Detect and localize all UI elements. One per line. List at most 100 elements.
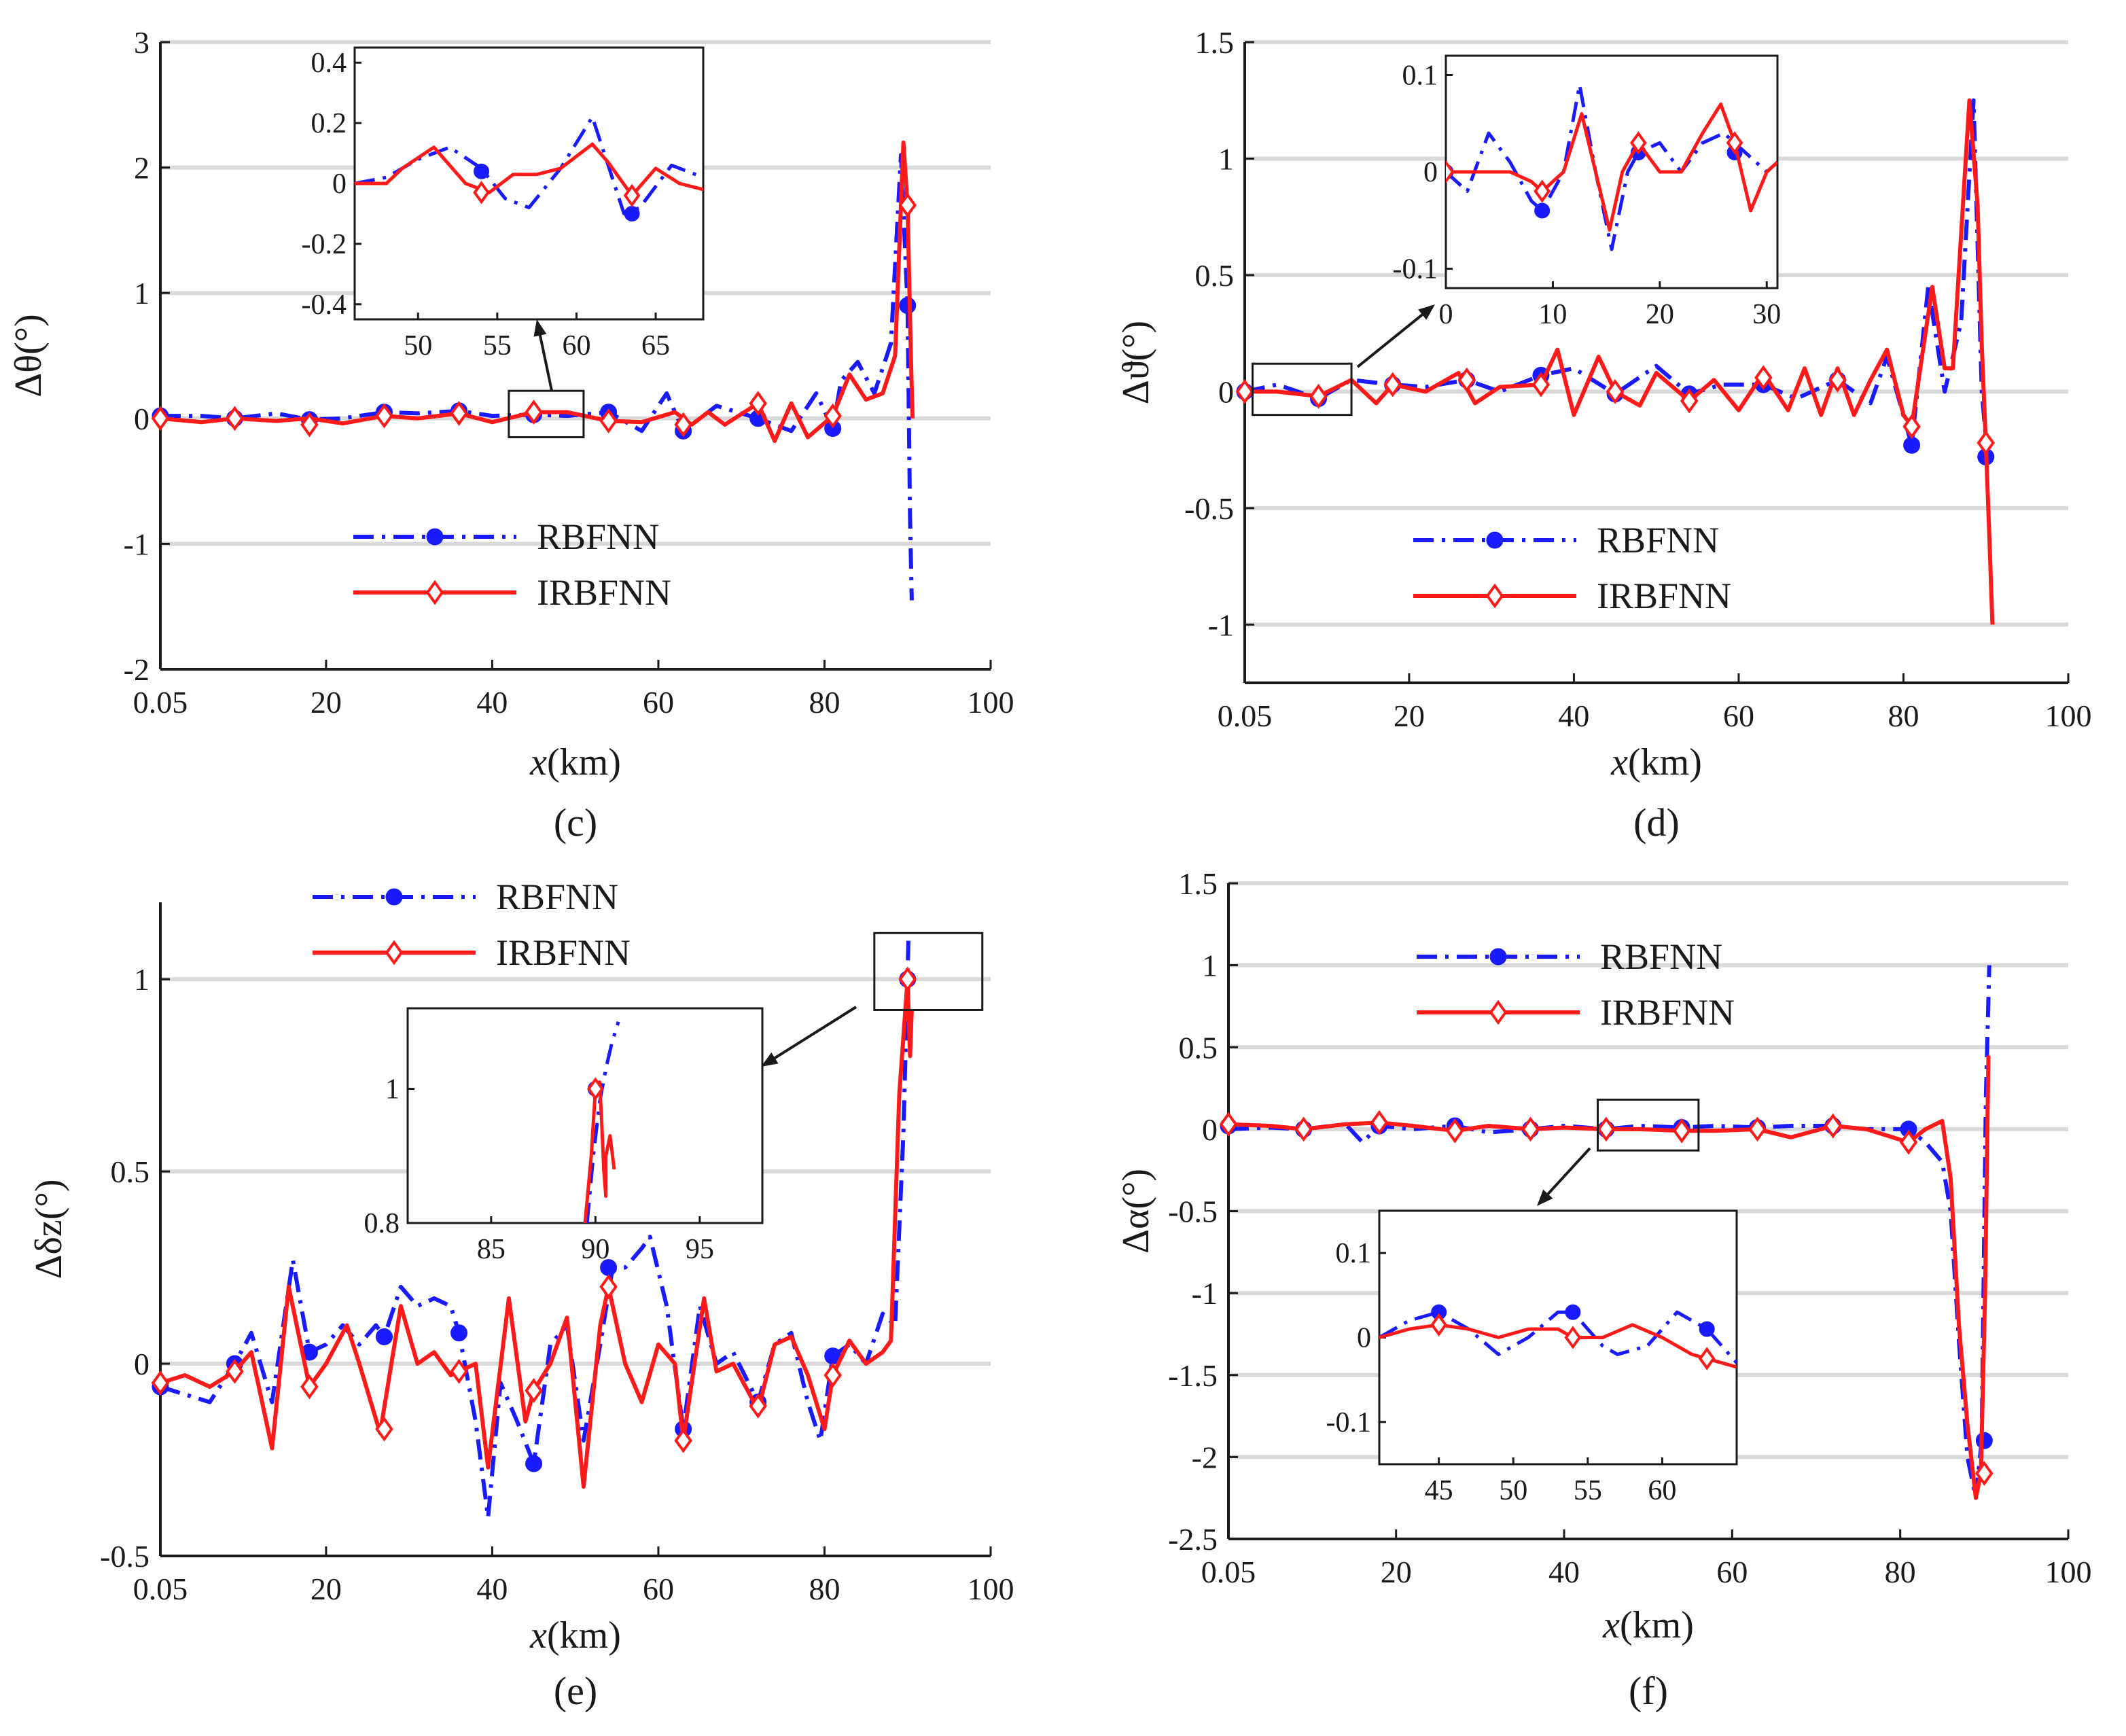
inset-data-marker bbox=[1629, 131, 1647, 155]
inset-x-tick-label: 85 bbox=[477, 1234, 506, 1265]
data-marker bbox=[1672, 1118, 1691, 1144]
inset-x-tick-label: 95 bbox=[686, 1234, 714, 1265]
x-tick-label: 40 bbox=[1548, 1555, 1580, 1589]
inset-x-tick-label: 0 bbox=[1439, 299, 1453, 330]
inset-series bbox=[1446, 83, 1777, 251]
inset-y-tick-label: 0.4 bbox=[311, 48, 347, 79]
x-tick-label: 100 bbox=[2045, 698, 2092, 733]
inset-y-tick-label: 0 bbox=[332, 169, 347, 200]
inset-x-tick-label: 20 bbox=[1646, 299, 1674, 330]
inset-data-marker bbox=[1430, 1313, 1448, 1337]
inset-frame bbox=[1378, 1209, 1738, 1466]
inset-x-tick-label: 55 bbox=[1574, 1475, 1602, 1506]
y-tick-label: -0.5 bbox=[1168, 1194, 1218, 1229]
panel-label: (f) bbox=[1629, 1669, 1668, 1713]
y-tick-label: 0 bbox=[134, 1347, 149, 1381]
data-marker bbox=[1597, 1116, 1616, 1142]
legend-label: IRBFNN bbox=[496, 932, 631, 973]
series-line bbox=[160, 940, 910, 1520]
legend-label: IRBFNN bbox=[537, 572, 671, 613]
data-marker bbox=[599, 408, 618, 433]
data-marker bbox=[1235, 378, 1254, 404]
y-axis-label: Δϑ(°) bbox=[1115, 321, 1157, 404]
inset-series bbox=[1379, 1304, 1737, 1370]
data-marker bbox=[375, 403, 393, 429]
legend-label: RBFNN bbox=[1597, 520, 1719, 561]
y-tick-label: -1 bbox=[1192, 1276, 1218, 1311]
arrow-shaft bbox=[1356, 312, 1425, 368]
arrow-head bbox=[761, 1052, 779, 1067]
arrow-shaft bbox=[538, 332, 553, 391]
zoom-box bbox=[1596, 1098, 1700, 1152]
y-tick-label: 1.5 bbox=[1179, 866, 1218, 901]
x-axis-label: x(km) bbox=[1610, 741, 1702, 783]
series-line bbox=[1228, 1055, 1991, 1500]
data-marker bbox=[1219, 1112, 1238, 1137]
data-marker bbox=[749, 1393, 767, 1419]
y-tick-label: 0.5 bbox=[1195, 258, 1235, 293]
data-marker bbox=[1294, 1116, 1313, 1142]
inset-series-line bbox=[1379, 1310, 1737, 1364]
inset-data-marker bbox=[623, 183, 641, 207]
inset-zoom: 50 55 60 65 -0.4 -0.2 0 0.2 0.4 bbox=[302, 46, 705, 361]
inset-zoom: 0 10 20 30-0.100.1 bbox=[1393, 54, 1781, 330]
inset-series bbox=[355, 115, 703, 222]
y-tick-label: -2.5 bbox=[1168, 1522, 1218, 1557]
data-marker bbox=[674, 1428, 692, 1453]
x-tick-label: 80 bbox=[809, 685, 840, 720]
x-tick-label: 20 bbox=[311, 1572, 342, 1606]
x-tick-label: 40 bbox=[1558, 698, 1589, 733]
arrow-head bbox=[533, 319, 547, 337]
inset-x-tick-label: 65 bbox=[641, 330, 670, 361]
legend-label: IRBFNN bbox=[1597, 575, 1731, 616]
data-marker bbox=[749, 391, 767, 417]
x-axis-unit: (km) bbox=[1620, 1604, 1694, 1646]
inset-data-marker bbox=[1534, 202, 1551, 219]
series-irbfnn bbox=[151, 966, 917, 1489]
inset-x-tick-label: 90 bbox=[581, 1234, 609, 1265]
series-irbfnn bbox=[1235, 98, 1996, 625]
data-marker bbox=[1606, 378, 1625, 404]
inset-zoom: 85 90 95 0.8 1 bbox=[364, 1007, 764, 1265]
zoom-arrow bbox=[1537, 1147, 1591, 1206]
inset-y-tick-label: 0 bbox=[1423, 157, 1438, 188]
data-marker bbox=[450, 1324, 468, 1342]
x-tick-label: 0.05 bbox=[1201, 1555, 1256, 1589]
inset-y-tick-label: 0.1 bbox=[1402, 60, 1438, 92]
arrow-head bbox=[1537, 1189, 1553, 1206]
legend-label: RBFNN bbox=[496, 876, 618, 917]
arrow-shaft bbox=[772, 1006, 857, 1061]
inset-y-tick-label: 1 bbox=[385, 1074, 400, 1105]
arrow-head bbox=[1418, 304, 1435, 320]
x-tick-label: 40 bbox=[476, 685, 508, 720]
y-tick-label: 0 bbox=[1218, 374, 1234, 409]
data-marker bbox=[1748, 1116, 1767, 1142]
data-marker bbox=[1902, 414, 1921, 440]
inset-y-tick-label: 0 bbox=[1357, 1323, 1371, 1354]
x-axis-label: x(km) bbox=[529, 1614, 621, 1657]
inset-x-tick-label: 45 bbox=[1425, 1475, 1453, 1506]
data-marker bbox=[1446, 1118, 1464, 1144]
inset-x-tick-label: 60 bbox=[1648, 1475, 1676, 1506]
inset-zoom: 45 50 55 60 -0.1 0 0.1 bbox=[1326, 1209, 1738, 1506]
inset-data-marker bbox=[1726, 131, 1743, 155]
y-tick-label: 0 bbox=[1202, 1112, 1218, 1147]
inset-x-tick-label: 60 bbox=[562, 330, 590, 361]
data-marker bbox=[525, 1378, 543, 1404]
panel-c: 0.05 20 40 60 80 100 -2 -1 0 1 2 3 x(km) Δθ(°) (c) RBFN… bbox=[7, 25, 1014, 845]
data-marker bbox=[1370, 1110, 1389, 1135]
inset-data-marker bbox=[473, 181, 490, 205]
inset-x-tick-label: 10 bbox=[1538, 299, 1567, 330]
series-line bbox=[160, 153, 914, 601]
data-marker bbox=[300, 412, 319, 438]
legend-marker bbox=[425, 580, 444, 605]
zoom-arrow bbox=[1356, 304, 1435, 368]
data-marker bbox=[151, 1370, 170, 1396]
data-marker bbox=[525, 400, 543, 425]
legend-marker bbox=[385, 888, 403, 906]
x-tick-label: 100 bbox=[2045, 1555, 2092, 1589]
data-marker bbox=[450, 1358, 468, 1384]
y-tick-label: 1 bbox=[134, 962, 149, 997]
data-marker bbox=[1680, 388, 1699, 414]
